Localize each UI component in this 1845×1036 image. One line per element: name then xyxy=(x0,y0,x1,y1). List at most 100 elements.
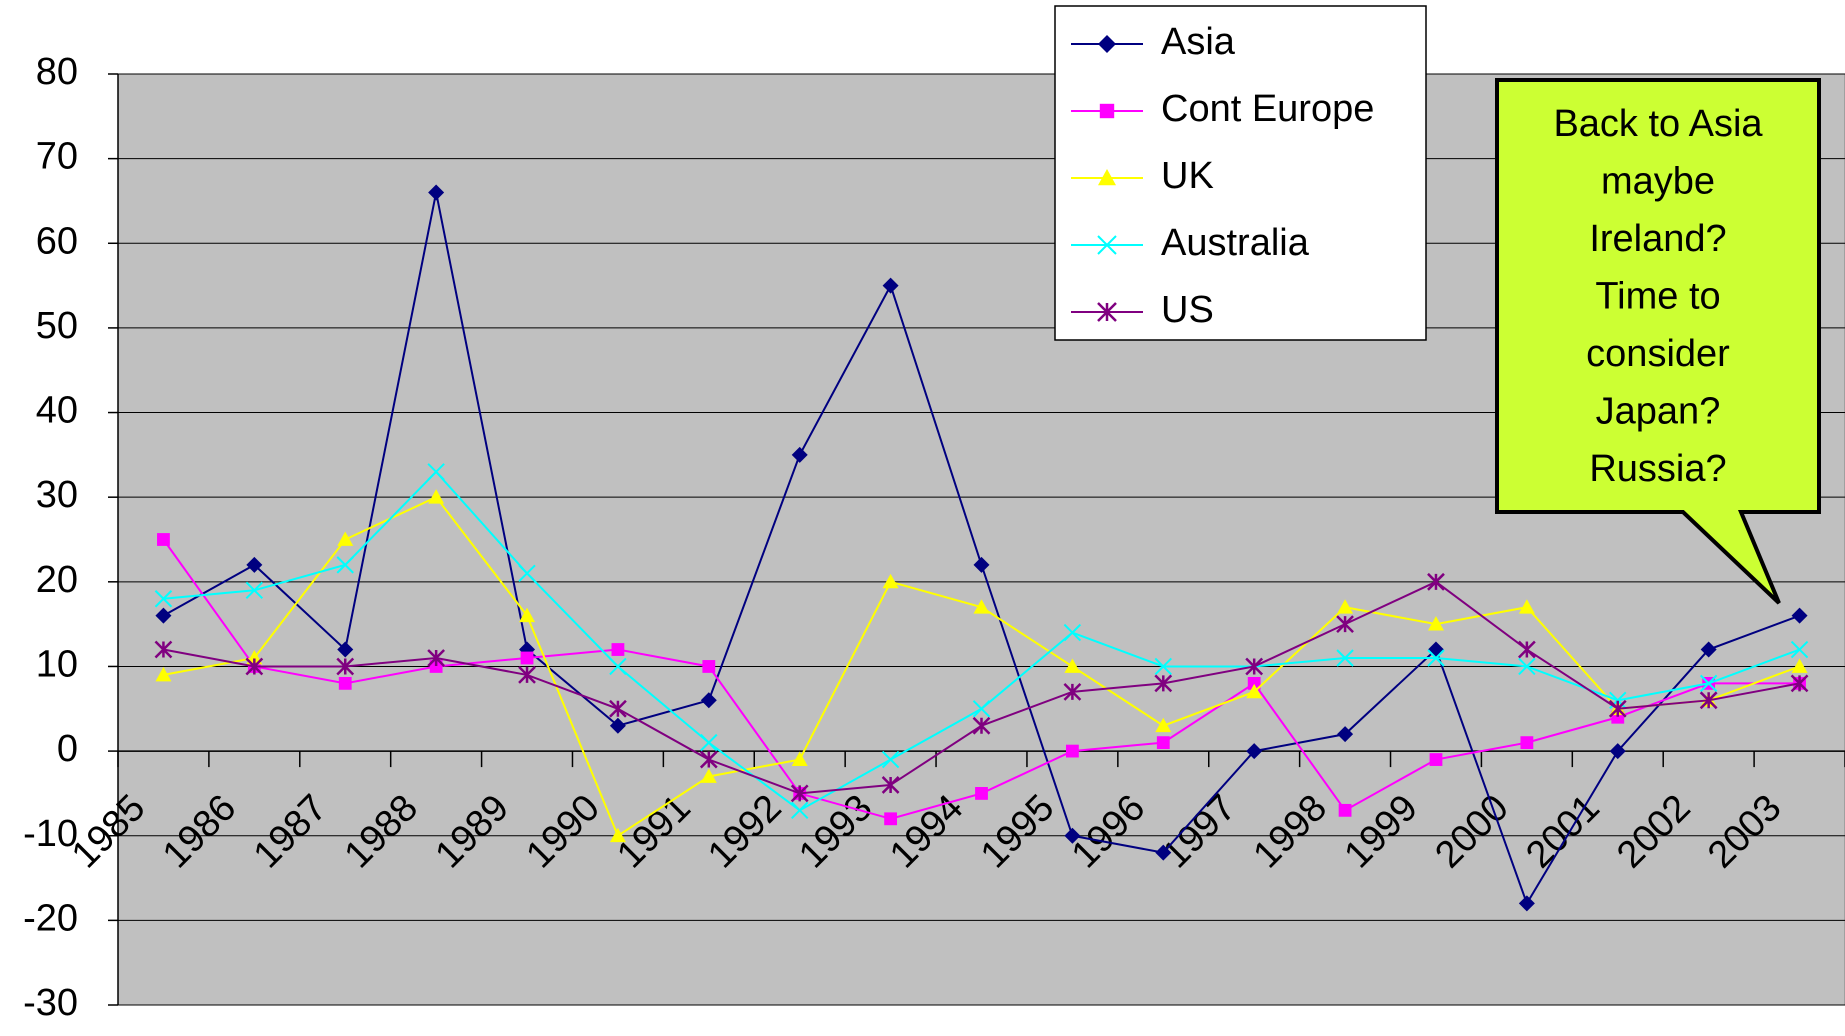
marker xyxy=(337,641,354,658)
marker xyxy=(1063,682,1082,701)
annotation: Russia? xyxy=(1589,448,1726,490)
marker xyxy=(882,277,899,294)
y-tick-label: 30 xyxy=(36,474,78,516)
y-tick-label: -10 xyxy=(23,813,78,855)
y-tick-label: 50 xyxy=(36,305,78,347)
y-tick-label: -20 xyxy=(23,897,78,939)
marker xyxy=(1427,649,1445,667)
marker xyxy=(609,699,627,718)
legend-box xyxy=(1054,5,1427,341)
marker xyxy=(1427,572,1445,591)
marker xyxy=(428,489,445,504)
annotation: Ireland? xyxy=(1589,218,1726,260)
annotation: Time to xyxy=(1595,276,1720,318)
marker xyxy=(700,733,718,752)
marker xyxy=(1097,235,1117,255)
marker xyxy=(1154,674,1173,693)
marker xyxy=(1518,657,1536,676)
marker xyxy=(1065,744,1079,758)
marker xyxy=(791,446,808,463)
marker xyxy=(1155,717,1172,733)
marker xyxy=(1154,657,1172,676)
marker xyxy=(1064,658,1081,673)
marker xyxy=(338,676,352,690)
marker xyxy=(609,827,626,843)
y-tick-label: 80 xyxy=(36,51,78,93)
legend-label: Cont Europe xyxy=(1161,88,1374,130)
marker xyxy=(1156,736,1170,750)
marker xyxy=(791,751,808,766)
legend-label: US xyxy=(1161,289,1214,331)
marker xyxy=(700,768,717,783)
marker xyxy=(700,692,717,709)
annotation: consider xyxy=(1586,333,1730,375)
marker xyxy=(1699,691,1718,710)
marker xyxy=(519,607,536,623)
marker xyxy=(791,801,809,820)
y-tick-label: 60 xyxy=(36,220,78,262)
marker xyxy=(518,666,536,684)
marker xyxy=(972,716,991,735)
marker xyxy=(1336,649,1354,667)
marker xyxy=(1098,35,1116,53)
marker xyxy=(336,657,355,676)
y-tick-label: 70 xyxy=(36,136,78,178)
marker xyxy=(1099,103,1115,119)
marker xyxy=(518,564,536,583)
marker xyxy=(1337,726,1354,743)
marker xyxy=(427,649,446,667)
marker xyxy=(1098,169,1116,186)
marker xyxy=(1700,641,1717,658)
marker xyxy=(884,812,898,826)
marker xyxy=(1246,683,1263,699)
marker xyxy=(1517,640,1536,659)
marker xyxy=(1155,844,1172,861)
marker xyxy=(154,640,173,659)
marker xyxy=(1518,599,1535,614)
annotation: Back to Asia xyxy=(1553,103,1763,145)
marker xyxy=(1338,803,1352,817)
marker xyxy=(157,533,170,546)
marker xyxy=(154,590,173,608)
marker xyxy=(609,717,626,734)
marker xyxy=(1064,827,1081,844)
marker xyxy=(246,556,263,573)
marker xyxy=(1063,623,1082,642)
marker xyxy=(1791,658,1808,673)
marker xyxy=(790,784,809,803)
marker xyxy=(1427,616,1444,631)
marker xyxy=(1337,599,1354,614)
marker xyxy=(611,643,625,656)
marker xyxy=(155,607,172,624)
annotation: Japan? xyxy=(1596,391,1721,433)
marker xyxy=(1518,895,1535,912)
marker xyxy=(155,666,172,682)
marker xyxy=(1245,657,1264,676)
marker xyxy=(881,776,900,794)
marker xyxy=(1336,615,1354,634)
y-tick-label: -30 xyxy=(23,982,78,1024)
marker xyxy=(699,750,718,769)
marker xyxy=(882,573,899,589)
callout xyxy=(1495,78,1821,605)
marker xyxy=(1791,607,1808,624)
marker xyxy=(1790,640,1809,659)
marker xyxy=(1246,743,1263,760)
marker xyxy=(1097,302,1117,322)
marker xyxy=(702,660,716,673)
marker xyxy=(427,463,445,481)
marker xyxy=(520,651,534,665)
marker xyxy=(609,657,627,676)
marker xyxy=(336,556,354,574)
marker xyxy=(975,787,988,800)
marker xyxy=(972,700,991,718)
marker xyxy=(1520,736,1534,750)
legend-label: Australia xyxy=(1161,222,1310,264)
marker xyxy=(245,581,264,599)
y-tick-label: 0 xyxy=(57,728,78,770)
marker xyxy=(337,531,354,546)
marker xyxy=(245,657,264,676)
legend-label: UK xyxy=(1161,155,1214,197)
marker xyxy=(1790,674,1809,693)
